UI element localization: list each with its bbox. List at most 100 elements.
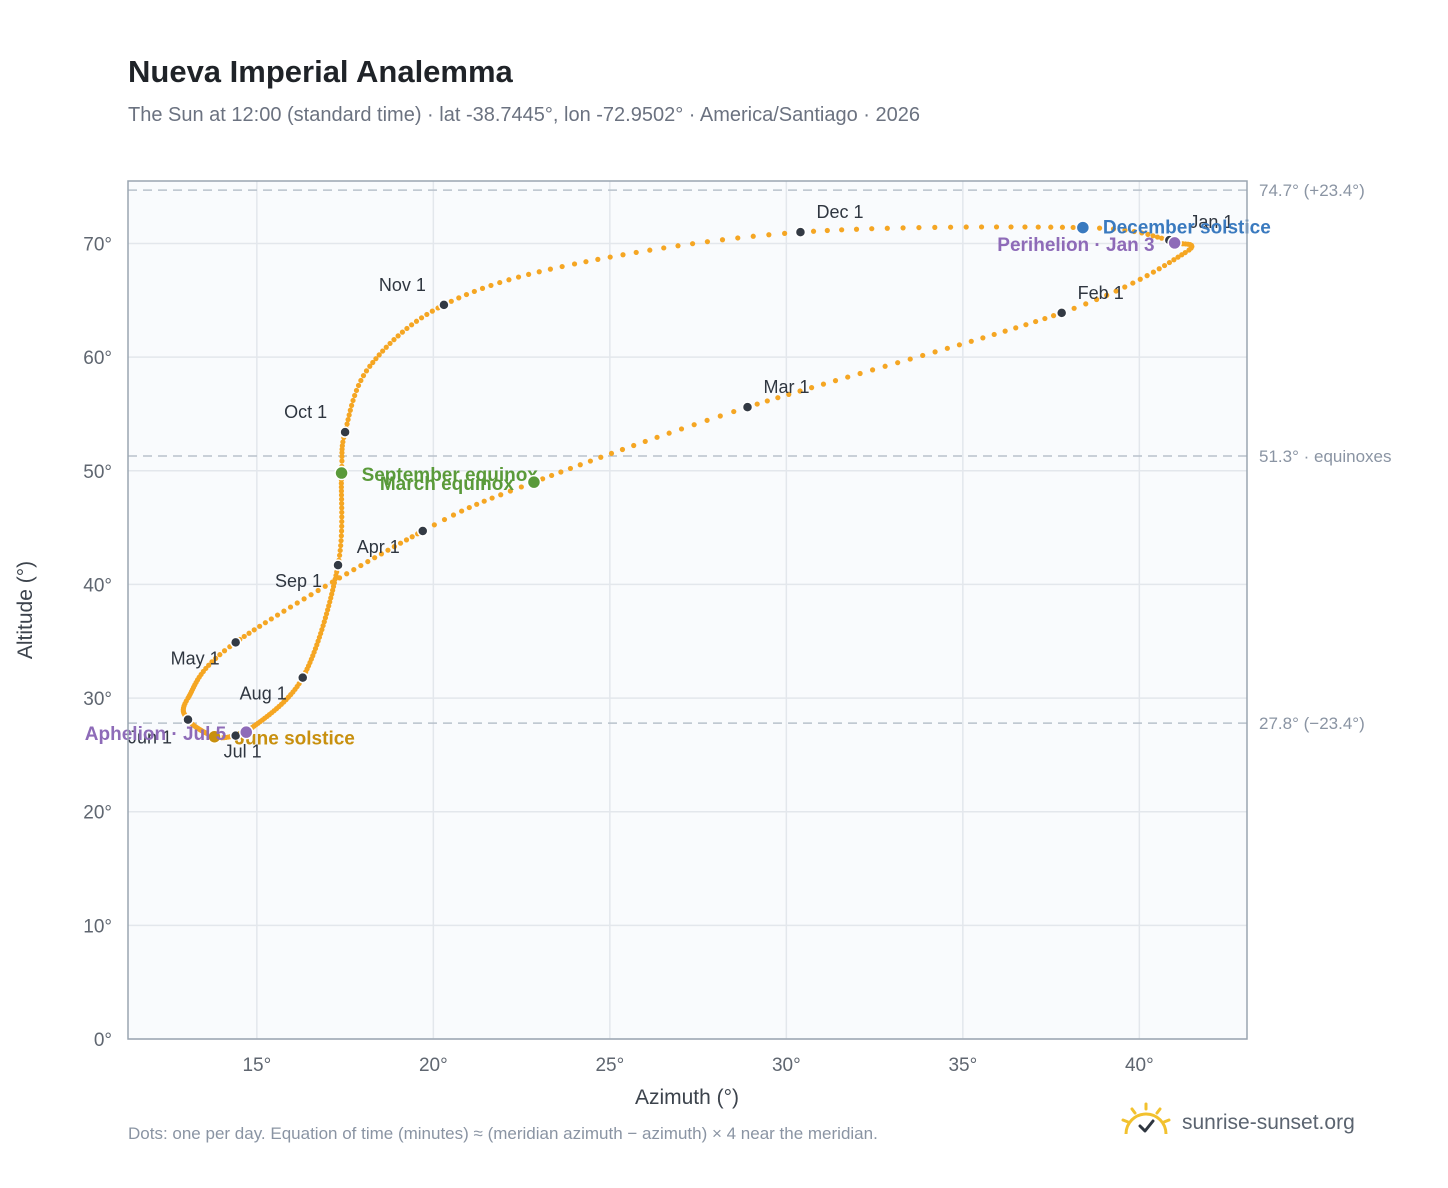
daily-dot (654, 434, 660, 440)
daily-dot (571, 261, 578, 267)
daily-dot (338, 528, 345, 534)
daily-dot (338, 533, 344, 539)
daily-dot (993, 224, 1000, 230)
daily-dot (717, 413, 723, 419)
plot-background (128, 181, 1247, 1039)
daily-dot (607, 254, 613, 260)
daily-dot (489, 495, 495, 501)
daily-dot (916, 224, 922, 231)
daily-dot (338, 488, 345, 494)
daily-dot (378, 551, 384, 557)
daily-dot (339, 514, 345, 520)
month-marker (296, 671, 309, 684)
month-label: Apr 1 (357, 537, 400, 557)
daily-dot (322, 583, 328, 589)
daily-dot (1042, 315, 1048, 322)
daily-dot (558, 469, 564, 475)
daily-dot (1145, 231, 1151, 237)
daily-dot (339, 523, 345, 529)
daily-dot (968, 338, 974, 344)
daily-dot (344, 571, 350, 577)
x-tick-label: 20° (419, 1055, 448, 1076)
reference-line-label: 51.3° · equinoxes (1259, 447, 1392, 466)
x-tick-label: 30° (772, 1055, 801, 1076)
daily-dot (619, 446, 626, 453)
month-marker (1055, 307, 1068, 319)
daily-dot (782, 230, 788, 236)
daily-dot (268, 616, 274, 622)
daily-dot (353, 387, 360, 394)
daily-dot (869, 226, 875, 232)
daily-dot (1171, 257, 1177, 263)
daily-dot (350, 397, 356, 404)
daily-dot (418, 315, 425, 321)
daily-dot (963, 224, 969, 230)
daily-dot (463, 291, 470, 298)
y-tick-label: 50° (83, 462, 112, 483)
event-label: Perihelion · Jan 3 (997, 235, 1154, 256)
daily-dot (920, 352, 926, 359)
daily-dot (731, 408, 737, 415)
daily-dot (346, 412, 352, 418)
x-tick-label: 25° (595, 1055, 624, 1076)
daily-dot (991, 331, 997, 338)
daily-dot (308, 592, 314, 598)
daily-dot (246, 630, 252, 636)
daily-dot (262, 620, 268, 626)
daily-dot (339, 518, 345, 525)
daily-dot (338, 492, 345, 498)
month-marker (182, 713, 194, 726)
daily-dot (507, 488, 513, 494)
daily-dot (338, 480, 344, 486)
daily-dot (719, 237, 726, 243)
month-label: Jan 1 (1189, 212, 1233, 232)
daily-dot (1022, 224, 1028, 230)
daily-dot (775, 395, 781, 401)
daily-dot (1008, 224, 1014, 230)
daily-dot (766, 232, 772, 238)
daily-dot (347, 407, 353, 413)
daily-dot (515, 274, 522, 280)
daily-dot (466, 504, 472, 511)
daily-dot (1161, 262, 1168, 269)
daily-dot (704, 239, 711, 245)
event-marker (334, 465, 349, 481)
daily-dot (319, 626, 325, 633)
daily-dot (675, 243, 681, 249)
daily-dot (326, 603, 332, 609)
daily-dot (869, 367, 876, 373)
daily-dot (577, 462, 583, 468)
daily-dot (1166, 259, 1173, 266)
daily-dot (391, 544, 397, 550)
daily-dot (358, 377, 364, 384)
daily-dot (1179, 252, 1185, 258)
daily-dot (322, 615, 329, 621)
x-axis-label: Azimuth (°) (635, 1086, 739, 1109)
daily-dot (947, 224, 954, 230)
event-marker (526, 474, 542, 490)
daily-dot (217, 652, 223, 658)
daily-dot (385, 547, 391, 553)
daily-dot (587, 458, 593, 464)
daily-dot (323, 611, 330, 617)
month-label: Oct 1 (284, 402, 327, 422)
daily-dot (549, 472, 555, 479)
x-tick-label: 40° (1125, 1055, 1154, 1076)
brand[interactable]: sunrise-sunset.org (1120, 1102, 1355, 1143)
daily-dot (339, 500, 345, 507)
month-label: Sep 1 (275, 571, 322, 591)
daily-dot (666, 430, 672, 436)
daily-dot (810, 228, 817, 234)
month-label: Dec 1 (816, 202, 863, 222)
event-label: Aphelion · Jul 5 (85, 724, 227, 745)
daily-dot (221, 648, 228, 654)
month-label: Jun 1 (128, 728, 172, 748)
month-label: Nov 1 (379, 275, 426, 295)
daily-dot (1050, 313, 1057, 319)
daily-dot (1139, 230, 1145, 236)
daily-dot (450, 512, 457, 518)
daily-dot (1156, 266, 1162, 272)
daily-dot (351, 567, 357, 573)
month-marker (339, 426, 351, 438)
